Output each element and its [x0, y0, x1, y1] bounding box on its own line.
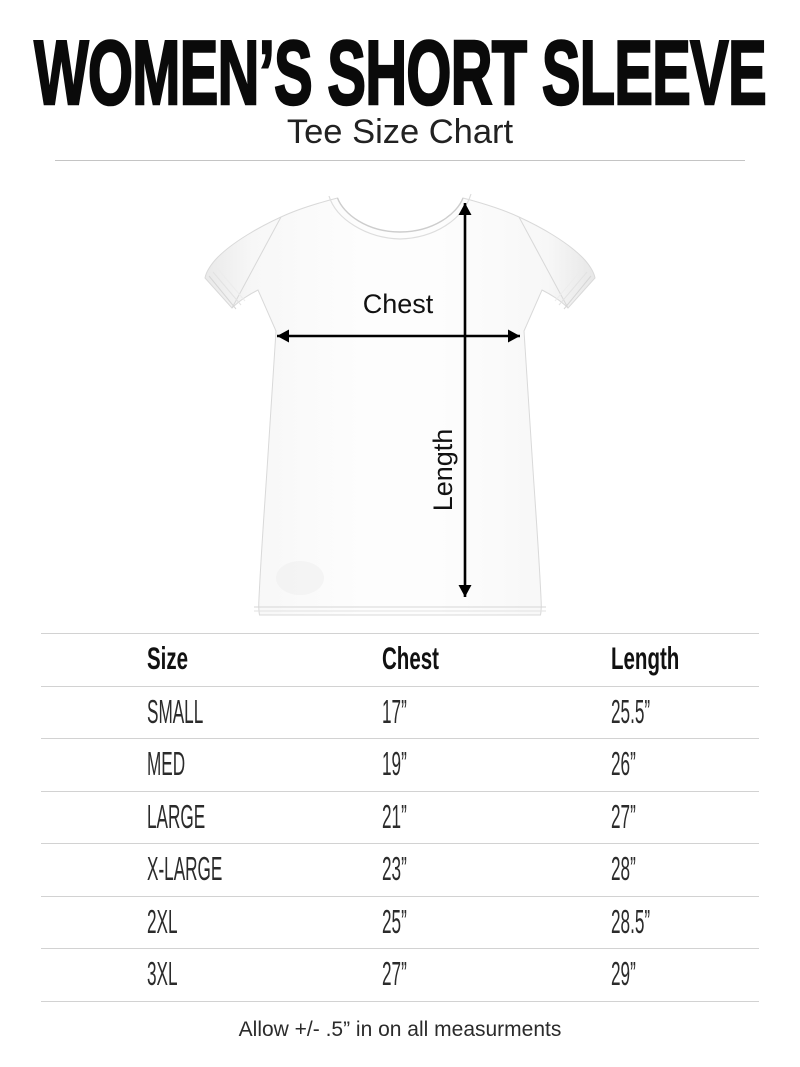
svg-text:Chest: Chest [363, 289, 434, 319]
svg-text:Length: Length [428, 429, 458, 512]
